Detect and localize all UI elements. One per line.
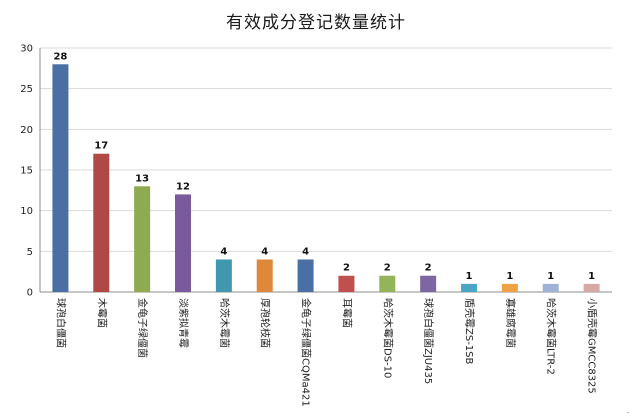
data-label: 2 [343, 263, 350, 274]
category-label: 哈茨木霉菌 [218, 298, 231, 348]
bar [52, 64, 69, 293]
data-label: 1 [466, 271, 473, 282]
bar [420, 275, 437, 292]
category-label: 盾壳霉ZS-1SB [463, 298, 476, 365]
data-label: 12 [176, 181, 190, 192]
data-label: 17 [94, 141, 108, 152]
chart-title: 有效成分登记数量统计 [226, 13, 406, 33]
category-label: 球孢白僵菌 [54, 298, 67, 348]
bar [583, 283, 600, 292]
bar [175, 194, 191, 292]
gridlines [40, 47, 612, 252]
data-label: 2 [384, 263, 391, 274]
category-label: 淡紫拟青霉 [177, 298, 190, 348]
category-labels: 球孢白僵菌 木霉菌 金龟子绿僵菌 淡紫拟青霉 哈茨木霉菌 厚孢轮枝菌 金龟子绿僵菌CQMa4… [54, 298, 598, 407]
data-label: 28 [53, 51, 67, 62]
data-label: 4 [302, 246, 309, 257]
bars [52, 64, 600, 293]
y-tick-label: 25 [20, 84, 33, 95]
page-marker: . [626, 407, 629, 415]
bar [542, 283, 559, 292]
bar [501, 283, 518, 292]
bar [297, 259, 314, 292]
data-label: 1 [506, 271, 513, 282]
bar [134, 186, 151, 292]
category-label: 哈茨木霉菌DS-10 [381, 298, 394, 378]
category-label: 哈茨木霉菌LTR-2 [545, 298, 558, 375]
category-label: 耳霉菌 [340, 298, 352, 328]
data-label: 13 [135, 173, 149, 184]
category-label: 球孢白僵菌ZJU435 [422, 298, 435, 384]
category-label: 小盾壳霉GMCC8325 [586, 298, 599, 394]
data-label: 1 [588, 271, 595, 282]
bar [461, 283, 477, 292]
y-tick-label: 0 [27, 288, 33, 299]
category-label: 厚孢轮枝菌 [259, 298, 272, 348]
y-tick-label: 15 [20, 166, 33, 177]
bar [256, 259, 273, 292]
category-label: 金龟子绿僵菌CQMa421 [300, 298, 313, 407]
data-label: 4 [261, 246, 268, 257]
category-label: 木霉菌 [95, 298, 107, 328]
data-label: 2 [425, 263, 432, 274]
category-label: 寡雄腐霉菌 [504, 298, 517, 348]
bar [93, 153, 110, 292]
bar [379, 275, 396, 292]
y-tick-label: 5 [27, 247, 33, 258]
data-labels: 28 17 13 12 4 4 4 2 2 2 1 1 1 1 [53, 51, 595, 282]
data-label: 4 [220, 246, 227, 257]
y-tick-label: 20 [20, 125, 33, 136]
category-label: 金龟子绿僵菌 [136, 298, 149, 358]
y-tick-label: 10 [20, 206, 33, 217]
data-label: 1 [547, 271, 554, 282]
bar [338, 275, 355, 292]
bar [215, 259, 232, 292]
y-tick-label: 30 [20, 44, 33, 55]
